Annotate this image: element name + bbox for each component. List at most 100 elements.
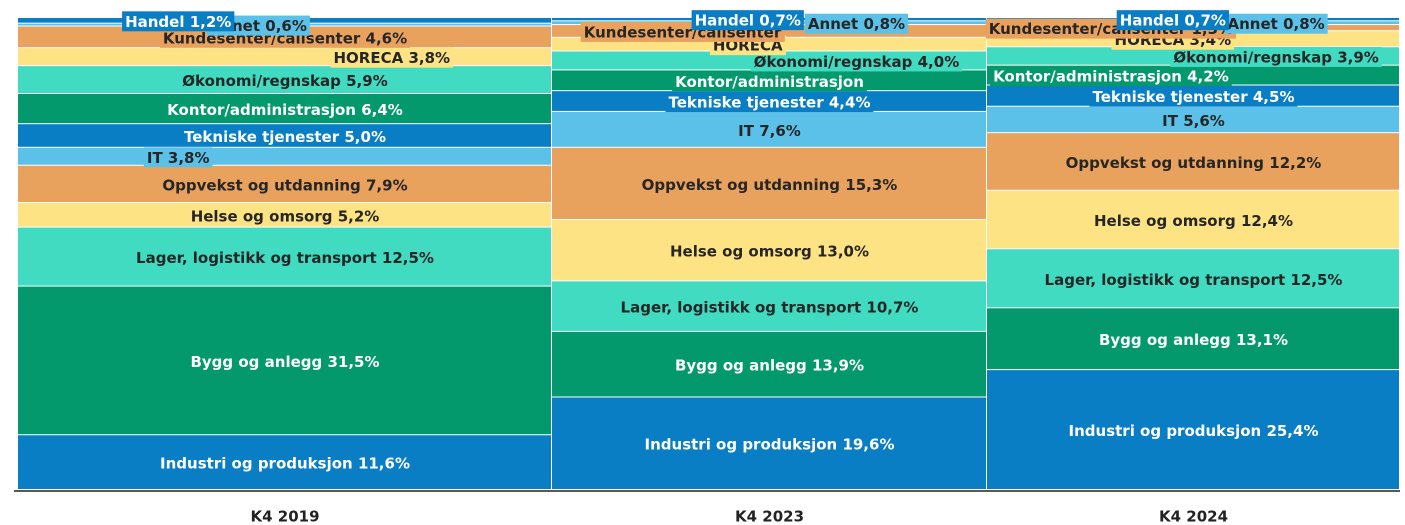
label-name: Bygg og anlegg: [190, 352, 322, 370]
segment-label: Helse og omsorg 13,0%: [666, 241, 873, 262]
label-value: 0,8%: [863, 15, 905, 33]
label-bg: [1159, 110, 1228, 131]
label-bg: [122, 11, 235, 32]
label-value: 13,1%: [1236, 331, 1288, 349]
label-value: 31,5%: [327, 352, 379, 370]
label-name: Annet: [1228, 15, 1278, 33]
label-bg: [187, 205, 383, 226]
segment-label: Tekniske tjenester 5,0%: [181, 126, 389, 147]
label-value: 0,8%: [1283, 15, 1325, 33]
label-name: Oppvekst og utdanning: [1066, 153, 1264, 171]
label-name: Tekniske tjenester: [1093, 88, 1249, 106]
label-bg: [1062, 152, 1325, 173]
label-text: Kontor/administrasjon: [675, 72, 864, 90]
label-text: Handel 1,2%: [125, 12, 231, 30]
segment-label: Industri og produksjon 19,6%: [641, 434, 898, 455]
label-text: Bygg og anlegg 31,5%: [190, 352, 379, 370]
segment-label: Lager, logistikk og transport 10,7%: [617, 297, 922, 318]
segment-label: HORECA 3,8%: [330, 47, 454, 68]
label-value: 19,6%: [842, 435, 894, 453]
segment-label: Lager, logistikk og transport 12,5%: [133, 247, 437, 268]
label-value: 0,6%: [265, 17, 307, 35]
label-value: 7,6%: [759, 121, 801, 139]
label-text: Lager, logistikk og transport 10,7%: [621, 298, 919, 316]
label-value: 4,6%: [366, 29, 408, 47]
label-value: 12,5%: [1290, 270, 1342, 288]
label-value: 12,4%: [1241, 212, 1293, 230]
label-text: Økonomi/regnskap 5,9%: [182, 72, 387, 90]
label-bg: [179, 70, 391, 91]
label-name: Handel: [1120, 11, 1179, 29]
label-value: 3,8%: [168, 148, 210, 166]
label-bg: [990, 66, 1232, 87]
label-text: Oppvekst og utdanning 12,2%: [1066, 153, 1322, 171]
label-text: HORECA 3,8%: [334, 49, 451, 67]
label-text: Kontor/administrasjon 4,2%: [993, 67, 1229, 85]
label-name: Kontor/administrasjon: [993, 67, 1182, 85]
segment-label: Økonomi/regnskap 5,9%: [179, 70, 391, 91]
segment-label: Helse og omsorg 5,2%: [187, 205, 383, 226]
segment-label: Annet 0,8%: [804, 13, 909, 34]
segment-label: Handel 0,7%: [1116, 10, 1229, 31]
label-name: Bygg og anlegg: [675, 356, 807, 374]
label-text: Kontor/administrasjon 6,4%: [167, 101, 403, 119]
label-value: 15,3%: [845, 175, 897, 193]
label-bg: [638, 174, 901, 195]
label-bg: [641, 434, 898, 455]
label-bg: [1089, 86, 1298, 107]
label-bg: [691, 10, 804, 31]
label-bg: [617, 297, 922, 318]
segment-label: Tekniske tjenester 4,4%: [665, 92, 874, 113]
segment-label: Tekniske tjenester 4,5%: [1089, 86, 1298, 107]
label-value: 13,9%: [812, 356, 864, 374]
segment-label: Industri og produksjon 25,4%: [1065, 420, 1322, 441]
label-text: Bygg og anlegg 13,1%: [1099, 331, 1288, 349]
label-bg: [804, 13, 909, 34]
label-value: 3,9%: [1337, 48, 1379, 66]
label-name: Tekniske tjenester: [184, 128, 340, 146]
label-value: 0,7%: [759, 11, 801, 29]
label-text: Helse og omsorg 5,2%: [191, 207, 380, 225]
bar-segment: [18, 147, 551, 165]
segment-label: IT 3,8%: [143, 147, 213, 168]
label-text: Handel 0,7%: [1120, 11, 1226, 29]
label-text: Industri og produksjon 11,6%: [160, 454, 410, 472]
label-bg: [671, 355, 868, 376]
label-value: 1,2%: [190, 12, 232, 30]
label-bg: [1065, 420, 1322, 441]
label-name: Industri og produksjon: [160, 454, 353, 472]
label-text: Helse og omsorg 12,4%: [1094, 212, 1293, 230]
segment-label: Handel 0,7%: [691, 10, 804, 31]
label-name: Helse og omsorg: [1094, 212, 1236, 230]
label-text: Oppvekst og utdanning 15,3%: [642, 175, 898, 193]
label-value: 5,2%: [338, 207, 380, 225]
label-name: Handel: [695, 11, 754, 29]
label-bg: [143, 147, 213, 168]
label-text: Lager, logistikk og transport 12,5%: [136, 249, 434, 267]
label-name: Kontor/administrasjon: [167, 101, 356, 119]
label-bg: [1224, 13, 1328, 34]
segment-label: IT 7,6%: [735, 120, 804, 141]
label-value: 7,9%: [366, 176, 408, 194]
label-text: Økonomi/regnskap 3,9%: [1173, 48, 1378, 66]
segment-label: Lager, logistikk og transport 12,5%: [1041, 269, 1346, 290]
label-text: Helse og omsorg 13,0%: [670, 242, 869, 260]
label-text: Tekniske tjenester 4,5%: [1093, 88, 1295, 106]
segment-label: Helse og omsorg 12,4%: [1090, 210, 1297, 231]
segment-label: Kontor/administrasjon 6,4%: [164, 99, 406, 120]
segment-label: Oppvekst og utdanning 7,9%: [159, 174, 411, 195]
label-name: Helse og omsorg: [191, 207, 333, 225]
label-bg: [1170, 46, 1382, 67]
label-bg: [187, 351, 383, 372]
segment-label: Bygg og anlegg 13,1%: [1095, 329, 1292, 350]
segment-label: Kontor/administrasjon: [672, 71, 867, 92]
label-name: Handel: [125, 12, 184, 30]
segment-label: Bygg og anlegg 31,5%: [187, 351, 383, 372]
label-bg: [164, 99, 406, 120]
label-name: Oppvekst og utdanning: [642, 175, 840, 193]
label-bg: [181, 126, 389, 147]
label-bg: [157, 453, 413, 474]
label-name: IT: [147, 148, 164, 166]
segment-label: IT 5,6%: [1159, 110, 1228, 131]
